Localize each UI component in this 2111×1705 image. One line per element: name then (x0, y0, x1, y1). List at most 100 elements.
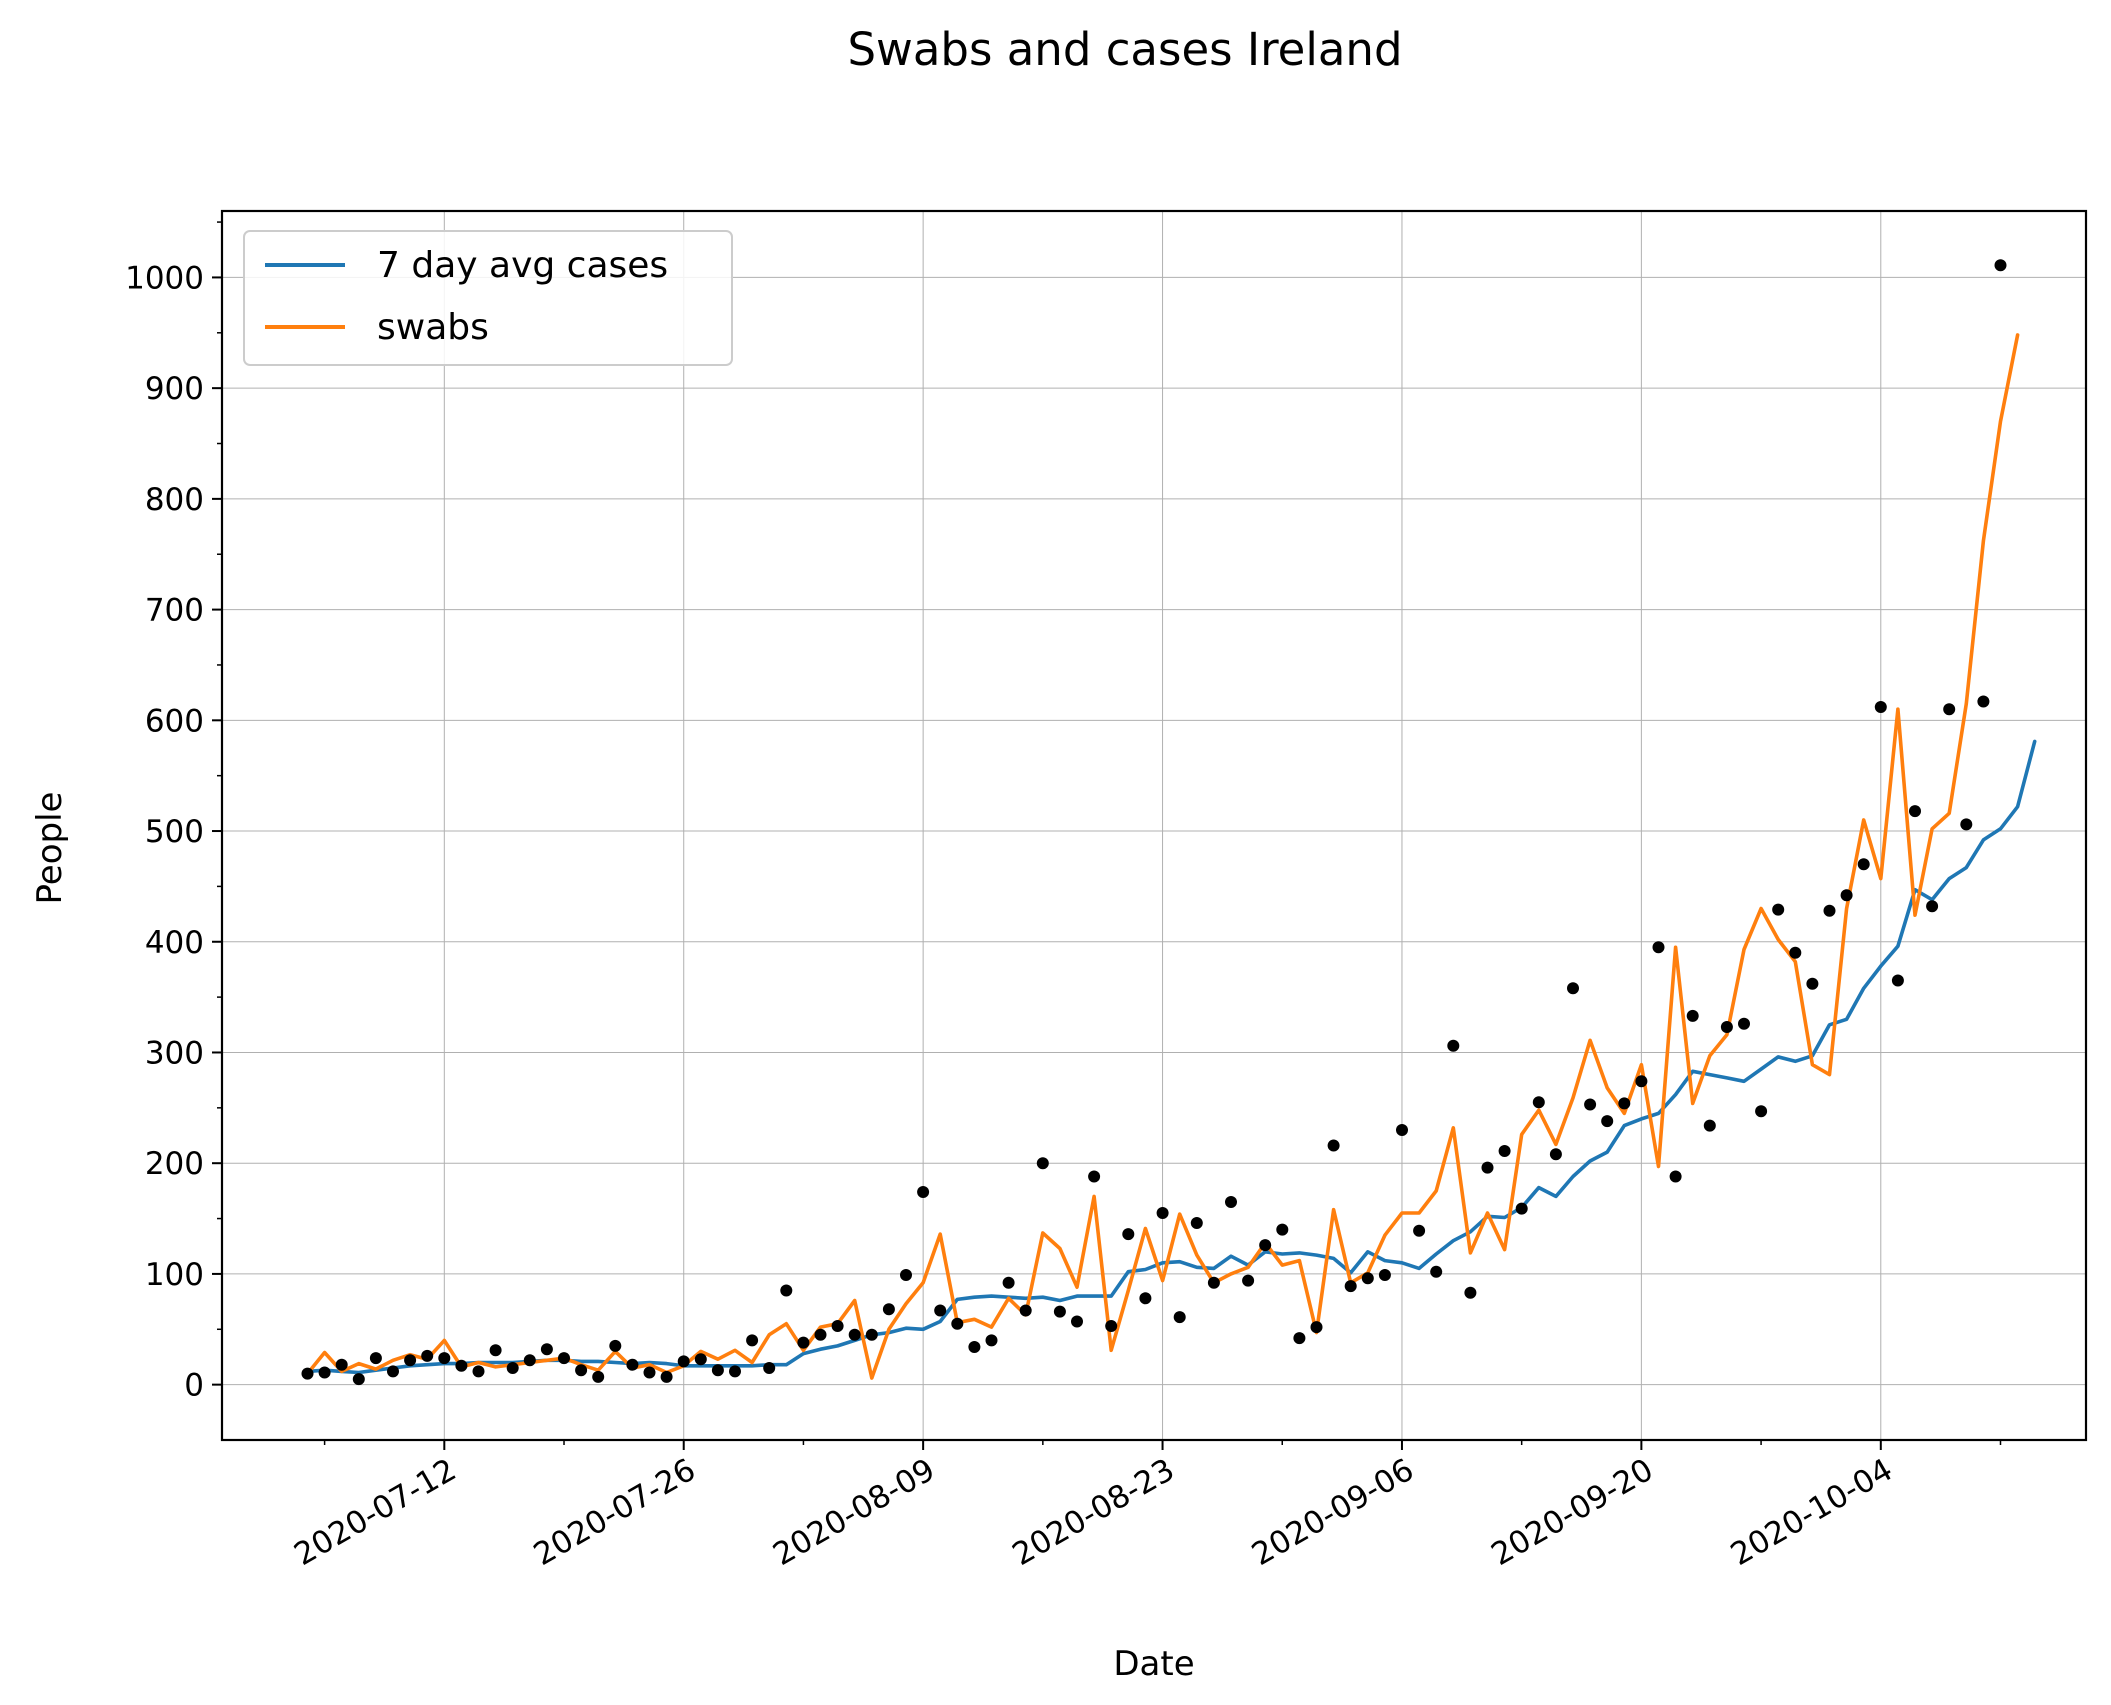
x-axis-label: Date (1113, 1644, 1194, 1684)
cases-point (387, 1365, 399, 1378)
cases-point (1567, 982, 1579, 995)
cases-point (1259, 1239, 1272, 1252)
cases-point (1755, 1105, 1768, 1118)
y-tick-label: 200 (145, 1146, 204, 1182)
cases-point (1601, 1115, 1614, 1128)
y-tick-label: 300 (145, 1035, 204, 1071)
legend-box (243, 230, 733, 366)
cases-point (1532, 1096, 1545, 1109)
cases-point (1344, 1280, 1357, 1293)
cases-point (352, 1373, 365, 1386)
cases-point (318, 1366, 331, 1379)
cases-point (1977, 695, 1990, 708)
y-tick-label: 800 (145, 482, 204, 518)
cases-point (1190, 1217, 1203, 1229)
cases-point (763, 1362, 776, 1374)
cases-point (1515, 1202, 1528, 1215)
cases-point (1293, 1332, 1306, 1345)
cases-point (729, 1365, 741, 1378)
cases-point (1139, 1292, 1152, 1305)
cases-point (934, 1304, 947, 1317)
cases-point (472, 1365, 485, 1378)
y-tick-label: 1000 (125, 260, 204, 296)
cases-point (1464, 1286, 1477, 1299)
cases-point (968, 1341, 981, 1353)
cases-point (780, 1284, 793, 1297)
cases-point (643, 1366, 656, 1379)
avg-cases-line (305, 739, 2037, 1375)
cases-point (1738, 1017, 1750, 1030)
y-tick-label: 0 (184, 1368, 204, 1404)
cases-point (1926, 900, 1939, 913)
cases-point (1481, 1161, 1494, 1174)
cases-point (1618, 1097, 1631, 1110)
cases-point (1276, 1223, 1289, 1236)
cases-point (1225, 1196, 1237, 1208)
cases-point (1891, 974, 1904, 987)
cases-point (1447, 1039, 1460, 1052)
cases-point (1036, 1157, 1049, 1170)
cases-point (746, 1334, 759, 1347)
cases-point (369, 1352, 382, 1365)
cases-point (438, 1352, 451, 1365)
cases-point (1823, 904, 1836, 917)
cases-point (711, 1364, 724, 1377)
cases-point (1002, 1276, 1015, 1289)
y-tick-label: 100 (145, 1257, 204, 1293)
cases-point (848, 1328, 861, 1341)
cases-point (1584, 1098, 1597, 1111)
cases-point (1857, 858, 1870, 871)
cases-point (1720, 1021, 1733, 1033)
cases-point (404, 1354, 417, 1367)
cases-point (421, 1349, 434, 1362)
cases-point (1498, 1145, 1511, 1157)
cases-point (626, 1358, 639, 1371)
cases-point (1242, 1274, 1255, 1287)
cases-point (1909, 805, 1921, 818)
y-tick-label: 400 (145, 925, 204, 961)
cases-point (814, 1328, 827, 1341)
cases-point (523, 1354, 536, 1367)
cases-point (1088, 1170, 1101, 1183)
cases-point (1122, 1228, 1135, 1241)
legend: 7 day avg cases swabs (243, 230, 733, 366)
cases-point (1361, 1272, 1374, 1285)
cases-point (951, 1317, 964, 1330)
y-axis-label: People (30, 792, 70, 905)
cases-point (1789, 946, 1802, 959)
cases-point (917, 1186, 930, 1198)
cases-point (1549, 1148, 1562, 1161)
series-layer (301, 259, 2037, 1386)
grid (222, 211, 2086, 1440)
cases-point (609, 1339, 622, 1352)
swabs-line (305, 333, 2020, 1380)
cases-point (660, 1370, 673, 1383)
cases-point (1310, 1321, 1323, 1334)
cases-point (1207, 1276, 1220, 1289)
cases-point (797, 1336, 810, 1349)
plot-area-frame (220, 209, 2088, 1442)
cases-point (558, 1352, 570, 1365)
y-tick-label: 700 (145, 593, 204, 629)
cases-point (1686, 1009, 1699, 1022)
cases-point (335, 1358, 348, 1371)
cases-point (1840, 889, 1853, 902)
cases-point (1053, 1305, 1066, 1318)
y-tick-label: 500 (145, 814, 204, 850)
cases-point (575, 1364, 588, 1377)
cases-point (1327, 1139, 1340, 1152)
cases-point (985, 1334, 998, 1347)
legend-label-avg: 7 day avg cases (377, 245, 668, 286)
cases-point (694, 1353, 707, 1366)
cases-point (865, 1328, 878, 1341)
cases-point (882, 1303, 895, 1316)
legend-label-swabs: swabs (377, 307, 489, 348)
cases-point (1396, 1124, 1408, 1136)
cases-point (301, 1367, 314, 1380)
cases-point (540, 1343, 553, 1356)
cases-point (1173, 1311, 1186, 1324)
cases-point (1635, 1075, 1648, 1088)
cases-point (455, 1359, 468, 1372)
cases-point (592, 1370, 605, 1383)
